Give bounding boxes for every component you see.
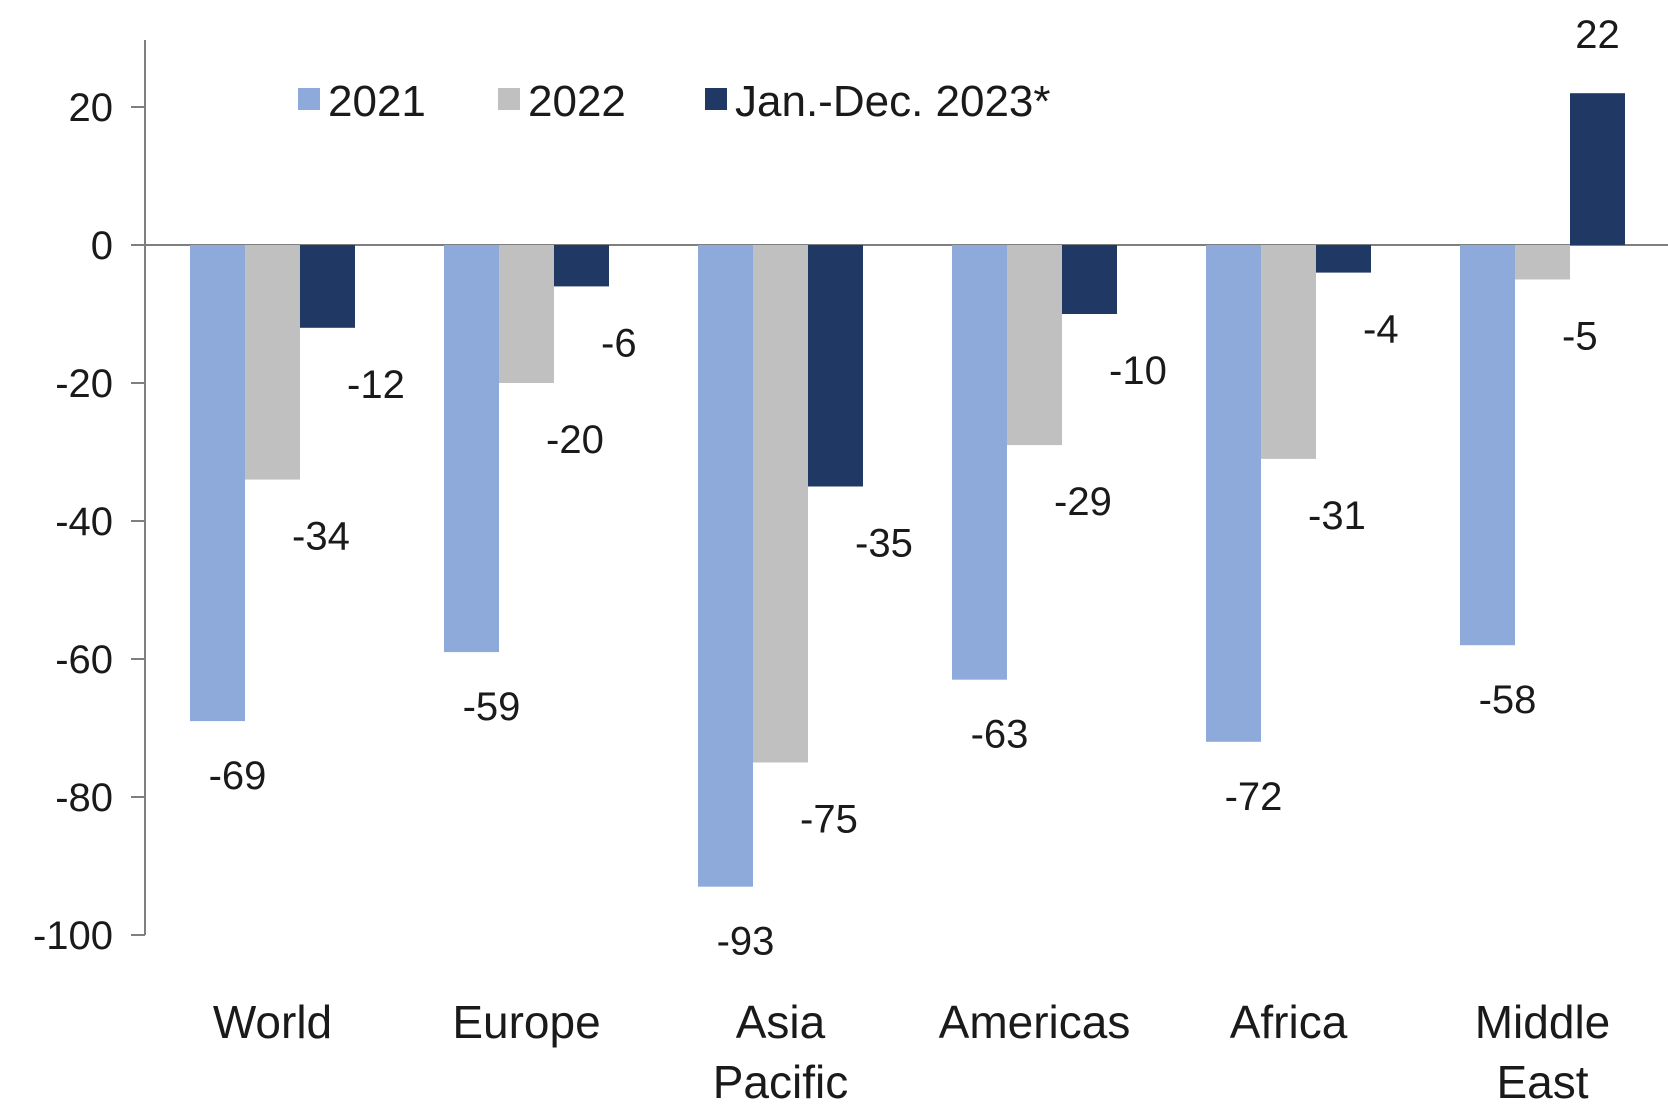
data-label: -58 [1479, 678, 1537, 722]
x-tick-label: Asia [736, 996, 826, 1048]
legend-swatch [498, 88, 520, 110]
bar-2021 [952, 245, 1007, 680]
data-label: -59 [463, 685, 521, 729]
legend-label: 2022 [528, 77, 626, 126]
data-label: -5 [1562, 315, 1598, 359]
data-label: -29 [1054, 480, 1112, 524]
data-label: -6 [601, 321, 637, 365]
x-tick-label: Americas [939, 996, 1131, 1048]
axes: 20 0 -20 -40 -60 -80 -100 World Europe Asia Pacifi… [33, 40, 1668, 1108]
data-label: -93 [717, 920, 775, 964]
bar-2022 [499, 245, 554, 383]
bar-jan-dec-2023 [1570, 93, 1625, 245]
x-tick-label: Europe [452, 996, 600, 1048]
bar-2021 [1206, 245, 1261, 742]
data-label: -75 [800, 798, 858, 842]
y-tick-label: -60 [55, 638, 113, 682]
bar-jan-dec-2023 [1062, 245, 1117, 314]
x-tick-label: Africa [1230, 996, 1348, 1048]
legend-swatch [705, 88, 727, 110]
x-tick-label: Middle [1475, 996, 1611, 1048]
bar-2022 [245, 245, 300, 480]
data-label: 22 [1575, 13, 1620, 57]
data-label: -72 [1225, 775, 1283, 819]
y-tick-label: -40 [55, 500, 113, 544]
x-tick-label: World [213, 996, 332, 1048]
data-label: -20 [546, 418, 604, 462]
x-tick-label: Pacific [713, 1056, 848, 1108]
bars [190, 93, 1625, 887]
legend-label: Jan.-Dec. 2023* [735, 77, 1051, 126]
legend-swatch [298, 88, 320, 110]
bar-jan-dec-2023 [554, 245, 609, 287]
bar-2021 [698, 245, 753, 887]
bar-jan-dec-2023 [300, 245, 355, 328]
data-label: -35 [855, 522, 913, 566]
legend-label: 2021 [328, 77, 426, 126]
data-labels: -69 -59 -93 -63 -72 -58 -34 -20 -75 -29 -31 -5 -12 -6… [209, 13, 1620, 964]
bar-2021 [444, 245, 499, 653]
bar-2022 [753, 245, 808, 763]
data-label: -69 [209, 754, 267, 798]
x-tick-label: East [1496, 1056, 1588, 1108]
data-label: -4 [1363, 308, 1399, 352]
bar-2021 [1460, 245, 1515, 646]
data-label: -34 [292, 515, 350, 559]
y-tick-label: 20 [69, 86, 114, 130]
y-tick-label: -20 [55, 362, 113, 406]
data-label: -63 [971, 713, 1029, 757]
bar-2022 [1515, 245, 1570, 280]
bar-jan-dec-2023 [808, 245, 863, 487]
data-label: -12 [347, 363, 405, 407]
data-label: -10 [1109, 349, 1167, 393]
y-tick-label: -80 [55, 776, 113, 820]
bar-2022 [1007, 245, 1062, 446]
data-label: -31 [1308, 494, 1366, 538]
bar-2022 [1261, 245, 1316, 459]
y-tick-label: -100 [33, 914, 113, 958]
y-tick-label: 0 [91, 224, 113, 268]
legend: 2021 2022 Jan.-Dec. 2023* [298, 77, 1051, 126]
bar-jan-dec-2023 [1316, 245, 1371, 273]
bar-2021 [190, 245, 245, 722]
